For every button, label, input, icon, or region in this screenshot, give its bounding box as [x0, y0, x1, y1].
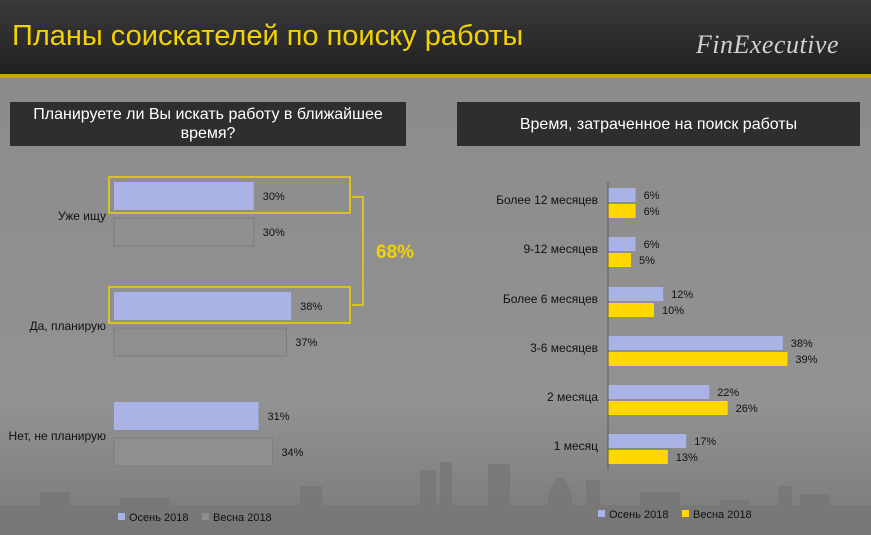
category-label-left-0: Уже ищу: [58, 209, 106, 223]
bar-left-autumn-1: [114, 292, 292, 320]
bar-left-autumn-2: [114, 402, 259, 430]
data-label-right-spring-2: 10%: [662, 305, 684, 317]
highlight-box-2: [108, 286, 351, 324]
data-label-left-spring-0: 30%: [263, 227, 285, 239]
data-label-right-autumn-3: 38%: [791, 338, 813, 350]
legend-swatch-left-autumn: [118, 513, 125, 520]
legend-label-right-autumn: Осень 2018: [609, 509, 669, 521]
legend-label-right-spring: Весна 2018: [693, 509, 752, 521]
legend-label-left-spring: Весна 2018: [213, 512, 272, 524]
category-label-right-2: Более 6 месяцев: [503, 292, 598, 306]
legend-swatch-right-autumn: [598, 510, 605, 517]
bar-left-autumn-0: [114, 182, 254, 210]
bar-right-spring-0: [608, 204, 636, 218]
data-label-right-spring-0: 6%: [644, 206, 660, 218]
header-bar: [0, 0, 871, 78]
data-label-right-autumn-1: 6%: [644, 239, 660, 251]
data-label-left-autumn-2: 31%: [267, 411, 289, 423]
data-label-left-spring-2: 34%: [281, 447, 303, 459]
data-label-right-spring-3: 39%: [795, 354, 817, 366]
bar-right-spring-4: [608, 401, 728, 415]
bar-right-spring-2: [608, 303, 654, 317]
legend-swatch-right-spring: [682, 510, 689, 517]
bar-right-spring-3: [608, 352, 788, 366]
category-label-right-1: 9-12 месяцев: [523, 242, 598, 256]
category-label-right-4: 2 месяца: [547, 390, 598, 404]
highlight-box-1: [108, 176, 351, 214]
bar-right-autumn-5: [608, 434, 687, 448]
data-label-right-autumn-0: 6%: [644, 190, 660, 202]
category-label-right-3: 3-6 месяцев: [530, 341, 598, 355]
data-label-right-spring-4: 26%: [736, 403, 758, 415]
data-label-left-autumn-0: 30%: [263, 191, 285, 203]
bar-right-autumn-3: [608, 336, 783, 350]
bar-right-autumn-1: [608, 237, 636, 251]
data-label-left-spring-1: 37%: [295, 337, 317, 349]
header-rule: [0, 74, 871, 78]
data-label-right-autumn-2: 12%: [671, 289, 693, 301]
highlight-bracket: [352, 196, 364, 306]
right-chart-title: Время, затраченное на поиск работы: [457, 102, 860, 146]
data-label-left-autumn-1: 38%: [300, 301, 322, 313]
bar-left-spring-0: [113, 217, 255, 247]
bar-right-autumn-0: [608, 188, 636, 202]
category-label-right-0: Более 12 месяцев: [496, 193, 598, 207]
data-label-right-spring-1: 5%: [639, 255, 655, 267]
bar-right-spring-5: [608, 450, 668, 464]
data-label-right-autumn-4: 22%: [717, 387, 739, 399]
annotation-68: 68%: [376, 242, 414, 263]
category-label-left-1: Да, планирую: [29, 319, 106, 333]
bar-right-autumn-2: [608, 287, 664, 301]
data-label-right-autumn-5: 17%: [694, 436, 716, 448]
page-title: Планы соискателей по поиску работы: [12, 20, 524, 52]
data-label-right-spring-5: 13%: [676, 452, 698, 464]
legend-label-left-autumn: Осень 2018: [129, 512, 189, 524]
bar-left-spring-1: [113, 327, 287, 357]
category-label-right-5: 1 месяц: [554, 439, 598, 453]
legend-swatch-left-spring: [202, 513, 209, 520]
bar-left-spring-2: [113, 437, 273, 467]
bar-right-autumn-4: [608, 385, 710, 399]
left-chart-title: Планируете ли Вы искать работу в ближайш…: [10, 102, 406, 146]
category-label-left-2: Нет, не планирую: [9, 429, 106, 443]
brand-logo: FinExecutive: [695, 30, 839, 59]
bar-right-spring-1: [608, 253, 631, 267]
